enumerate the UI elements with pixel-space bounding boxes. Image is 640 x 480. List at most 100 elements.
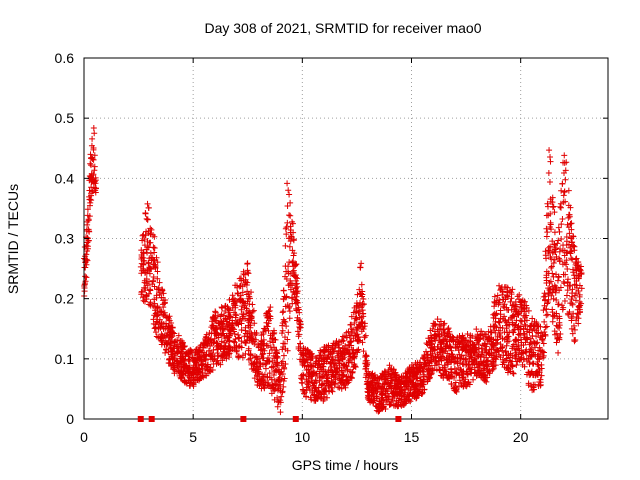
data-point (285, 305, 292, 312)
data-point (288, 295, 295, 302)
data-point (541, 290, 548, 297)
data-point (181, 366, 188, 373)
data-point (245, 345, 252, 352)
data-point (324, 394, 331, 401)
data-point (328, 379, 335, 386)
data-point (144, 243, 151, 250)
data-point (204, 361, 211, 368)
data-point (248, 289, 255, 296)
data-point (266, 383, 273, 390)
data-point (241, 333, 248, 340)
data-point (294, 299, 301, 306)
data-point (358, 260, 365, 267)
data-point (151, 300, 158, 307)
data-point (215, 352, 222, 359)
data-point (226, 350, 233, 357)
data-point (283, 231, 290, 238)
data-point (156, 279, 163, 286)
data-point (565, 187, 572, 194)
data-point (352, 363, 359, 370)
data-point (352, 315, 359, 322)
data-point (158, 337, 165, 344)
data-point (246, 328, 253, 335)
data-point (322, 347, 329, 354)
data-point (294, 317, 301, 324)
data-point (249, 339, 256, 346)
data-point (549, 270, 556, 277)
data-point (266, 350, 273, 357)
data-point (554, 277, 561, 284)
data-point (153, 333, 160, 340)
data-point (300, 352, 307, 359)
data-point (370, 379, 377, 386)
data-point (238, 344, 245, 351)
data-point (85, 217, 92, 224)
data-point (357, 264, 364, 271)
data-point (154, 268, 161, 275)
data-point (83, 256, 90, 263)
data-point (516, 291, 523, 298)
data-point (90, 125, 97, 132)
data-point (164, 329, 171, 336)
data-point (300, 372, 307, 379)
data-point (548, 264, 555, 271)
data-point (303, 384, 310, 391)
data-point (161, 299, 168, 306)
data-point (246, 312, 253, 319)
data-point (546, 178, 553, 185)
data-point (370, 385, 377, 392)
gap-marker (395, 416, 402, 422)
data-point (146, 286, 153, 293)
data-point (268, 364, 275, 371)
data-point (211, 335, 218, 342)
data-point (185, 351, 191, 358)
data-point (281, 365, 288, 372)
data-point (242, 350, 249, 357)
data-point (571, 338, 578, 345)
data-point (277, 399, 284, 406)
data-point (180, 343, 187, 350)
data-point (245, 356, 252, 363)
data-point (322, 388, 329, 395)
data-point (185, 364, 191, 371)
data-point (90, 156, 97, 163)
data-point (233, 347, 240, 354)
data-point (235, 321, 242, 328)
data-point (343, 362, 350, 369)
data-point (174, 363, 181, 370)
data-point (284, 219, 291, 226)
data-point (175, 332, 182, 339)
data-point (194, 351, 201, 358)
data-point (169, 360, 176, 367)
data-point (303, 393, 310, 400)
data-point (255, 366, 262, 373)
data-point (238, 338, 245, 345)
data-point (258, 353, 265, 360)
data-point (300, 345, 307, 352)
data-point (286, 308, 293, 315)
data-point (282, 360, 289, 367)
data-point (360, 348, 367, 355)
data-point (170, 345, 177, 352)
data-point (208, 352, 215, 359)
data-point (350, 326, 357, 333)
data-point (354, 337, 361, 344)
data-point (256, 359, 263, 366)
data-point (236, 334, 243, 341)
data-point (286, 212, 293, 219)
data-point (308, 351, 315, 358)
data-point (347, 321, 354, 328)
data-point (232, 302, 239, 309)
data-point (310, 371, 317, 378)
data-point (313, 388, 320, 395)
data-point (261, 384, 268, 391)
data-point (207, 356, 214, 363)
data-point (540, 307, 547, 314)
data-point (264, 342, 271, 349)
data-point (284, 203, 291, 210)
data-point (546, 147, 553, 154)
x-tick-label: 15 (404, 429, 420, 445)
data-point (497, 307, 504, 314)
data-point (139, 288, 146, 295)
data-point (238, 326, 245, 333)
